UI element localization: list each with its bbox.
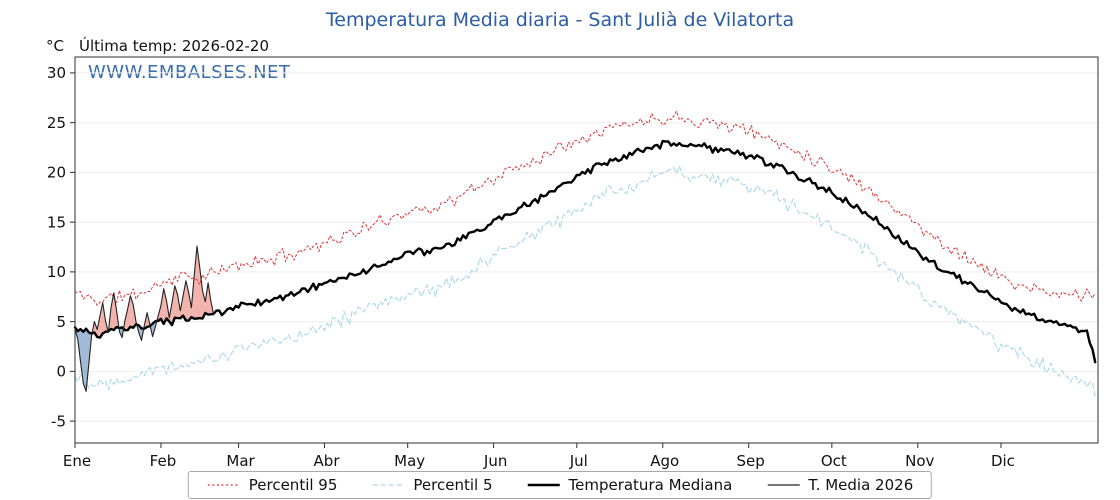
x-tick-label: Abr xyxy=(314,452,341,470)
legend-label: Percentil 95 xyxy=(248,476,338,494)
x-tick-label: Ago xyxy=(650,452,679,470)
y-tick-label: 5 xyxy=(56,313,66,331)
legend-line-sample xyxy=(527,483,560,487)
y-tick-label: 10 xyxy=(47,263,66,281)
y-tick-label: -5 xyxy=(51,412,66,430)
x-tick-label: Jul xyxy=(569,452,588,470)
y-tick-label: 15 xyxy=(47,213,66,231)
x-tick-label: Jun xyxy=(483,452,507,470)
legend-line-sample xyxy=(372,484,405,486)
x-tick-label: Feb xyxy=(150,452,177,470)
fill-below-median xyxy=(75,327,93,392)
x-tick-label: Oct xyxy=(821,452,847,470)
x-tick-label: Dic xyxy=(991,452,1015,470)
legend-item-percentil5: Percentil 5 xyxy=(371,476,492,494)
legend-label: T. Media 2026 xyxy=(808,476,914,494)
y-tick-label: 25 xyxy=(47,114,66,132)
x-tick-label: Mar xyxy=(226,452,255,470)
y-axis-unit-label: °C xyxy=(46,37,64,55)
x-tick-label: Sep xyxy=(737,452,765,470)
x-tick-label: Ene xyxy=(63,452,91,470)
legend-item-percentil95: Percentil 95 xyxy=(207,476,338,494)
plot-frame xyxy=(74,56,1099,444)
legend-line-sample xyxy=(767,484,800,486)
fill-above-median xyxy=(123,295,137,331)
legend-label: Temperatura Mediana xyxy=(568,476,733,494)
fill-above-median xyxy=(143,312,151,329)
legend-item-t_media_2026: T. Media 2026 xyxy=(766,476,913,494)
series-percentil5 xyxy=(74,165,1096,398)
series-t-media-2026 xyxy=(74,245,215,392)
legend-item-mediana: Temperatura Mediana xyxy=(526,476,732,494)
x-tick-label: May xyxy=(394,452,425,470)
chart-title: Temperatura Media diaria - Sant Julià de… xyxy=(325,9,795,31)
legend: Percentil 95 Percentil 5 Temperatura Media… xyxy=(187,471,933,499)
legend-line-sample xyxy=(207,484,240,486)
fill-above-median xyxy=(108,292,119,332)
x-tick-label: Nov xyxy=(905,452,934,470)
legend-label: Percentil 5 xyxy=(413,476,493,494)
last-temp-annotation: Última temp: 2026-02-20 xyxy=(79,37,270,55)
series-mediana xyxy=(73,139,1097,364)
series-percentil95 xyxy=(74,110,1096,306)
y-tick-label: 20 xyxy=(47,164,66,182)
y-tick-label: 30 xyxy=(47,64,66,82)
y-tick-label: 0 xyxy=(56,363,66,381)
